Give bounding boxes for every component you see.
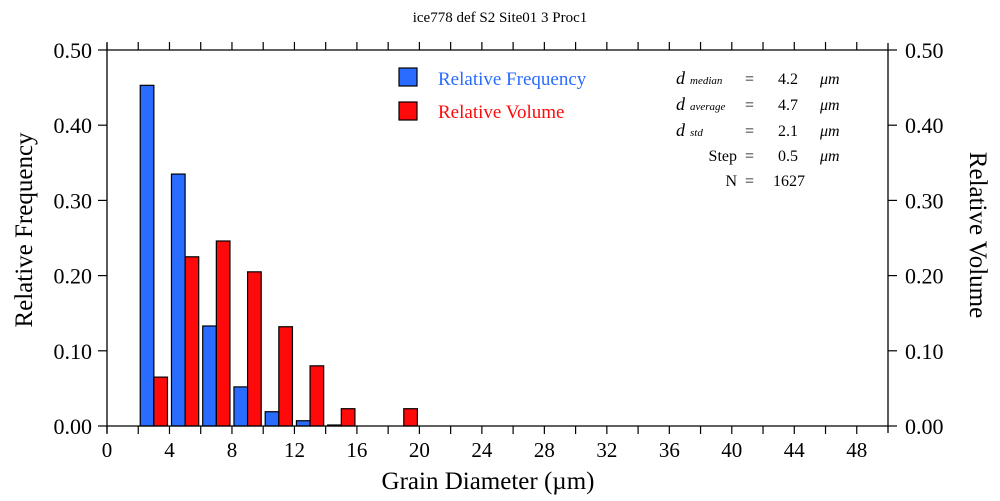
bar-volume-4 bbox=[184, 256, 200, 427]
svg-text:d: d bbox=[676, 94, 686, 114]
legend-swatch-volume bbox=[398, 101, 418, 121]
x-tick-label: 0 bbox=[102, 438, 113, 462]
svg-text:μm: μm bbox=[819, 123, 840, 140]
y2-tick-label: 0.20 bbox=[905, 264, 944, 289]
y2-tick-label: 0.40 bbox=[905, 113, 944, 138]
svg-text:average: average bbox=[690, 101, 726, 113]
svg-text:4.7: 4.7 bbox=[778, 97, 798, 114]
stat-average: d average = 4.7 μm bbox=[676, 94, 840, 114]
bar-frequency-10 bbox=[264, 411, 280, 427]
bar-frequency-2 bbox=[139, 84, 155, 427]
bar-volume-18 bbox=[403, 408, 418, 427]
stats-box: d median = 4.2 μm d average = 4.7 μm d s… bbox=[676, 68, 840, 190]
y2-tick-label: 0.00 bbox=[905, 414, 944, 439]
x-tick-label: 28 bbox=[534, 438, 555, 462]
x-axis-label: Grain Diameter (µm) bbox=[382, 468, 595, 495]
stat-std: d std = 2.1 μm bbox=[676, 120, 840, 140]
y2-ticks: 0.00 0.10 0.20 0.30 0.40 0.50 bbox=[888, 38, 944, 439]
bar-volume-2 bbox=[153, 376, 169, 427]
bar-volume-10 bbox=[278, 326, 294, 427]
x-tick-label: 12 bbox=[284, 438, 305, 462]
y2-tick-label: 0.10 bbox=[905, 339, 944, 364]
stat-step: Step = 0.5 μm bbox=[709, 148, 840, 165]
x-ticks: 0 4 8 12 16 20 24 28 32 36 40 44 48 bbox=[102, 42, 867, 462]
y-tick-label: 0.10 bbox=[54, 339, 93, 364]
y-tick-label: 0.50 bbox=[54, 38, 93, 63]
svg-text:=: = bbox=[745, 97, 754, 114]
y-ticks: 0.00 0.10 0.20 0.30 0.40 0.50 bbox=[54, 38, 107, 439]
stat-median: d median = 4.2 μm bbox=[676, 68, 840, 88]
y2-tick-label: 0.30 bbox=[905, 188, 944, 213]
legend-label-frequency: Relative Frequency bbox=[438, 69, 587, 90]
x-tick-label: 8 bbox=[227, 438, 238, 462]
x-tick-label: 20 bbox=[409, 438, 430, 462]
legend: Relative Frequency Relative Volume bbox=[398, 67, 587, 123]
legend-label-volume: Relative Volume bbox=[438, 102, 564, 123]
y-axis-label: Relative Frequency bbox=[11, 132, 38, 328]
svg-text:=: = bbox=[745, 148, 754, 165]
x-tick-label: 4 bbox=[164, 438, 175, 462]
bar-volume-6 bbox=[215, 240, 231, 427]
y2-tick-label: 0.50 bbox=[905, 38, 944, 63]
bars-group bbox=[139, 84, 418, 427]
bar-volume-8 bbox=[246, 271, 262, 427]
x-tick-label: 16 bbox=[346, 438, 367, 462]
svg-text:=: = bbox=[745, 173, 754, 190]
y-tick-label: 0.00 bbox=[54, 414, 93, 439]
svg-text:d: d bbox=[676, 68, 686, 88]
x-tick-label: 44 bbox=[784, 438, 806, 462]
x-tick-label: 48 bbox=[846, 438, 867, 462]
svg-text:=: = bbox=[745, 123, 754, 140]
svg-text:N: N bbox=[725, 173, 737, 190]
x-tick-label: 36 bbox=[659, 438, 680, 462]
x-tick-label: 40 bbox=[721, 438, 742, 462]
y-tick-label: 0.20 bbox=[54, 264, 93, 289]
svg-text:Step: Step bbox=[709, 148, 737, 165]
svg-text:4.2: 4.2 bbox=[778, 71, 798, 88]
bar-frequency-12 bbox=[295, 420, 311, 427]
svg-text:μm: μm bbox=[819, 148, 840, 165]
svg-text:0.5: 0.5 bbox=[778, 148, 798, 165]
bar-frequency-4 bbox=[170, 173, 186, 427]
chart-title: ice778 def S2 Site01 3 Proc1 bbox=[413, 10, 588, 26]
legend-swatch-frequency bbox=[398, 67, 418, 87]
svg-text:median: median bbox=[690, 75, 723, 87]
y-tick-label: 0.30 bbox=[54, 188, 93, 213]
y-tick-label: 0.40 bbox=[54, 113, 93, 138]
svg-text:2.1: 2.1 bbox=[778, 123, 798, 140]
bar-volume-14 bbox=[340, 408, 356, 427]
bar-frequency-6 bbox=[202, 325, 217, 427]
x-tick-label: 32 bbox=[596, 438, 617, 462]
svg-text:d: d bbox=[676, 120, 686, 140]
svg-text:1627: 1627 bbox=[773, 173, 805, 190]
svg-text:=: = bbox=[745, 71, 754, 88]
svg-text:μm: μm bbox=[819, 71, 840, 88]
y2-axis-label: Relative Volume bbox=[964, 152, 991, 318]
bar-volume-12 bbox=[309, 365, 325, 427]
stat-n: N = 1627 bbox=[725, 173, 805, 190]
svg-text:μm: μm bbox=[819, 97, 840, 114]
x-tick-label: 24 bbox=[471, 438, 493, 462]
axes bbox=[106, 43, 889, 433]
bar-frequency-8 bbox=[233, 386, 249, 427]
svg-text:std: std bbox=[690, 127, 703, 139]
